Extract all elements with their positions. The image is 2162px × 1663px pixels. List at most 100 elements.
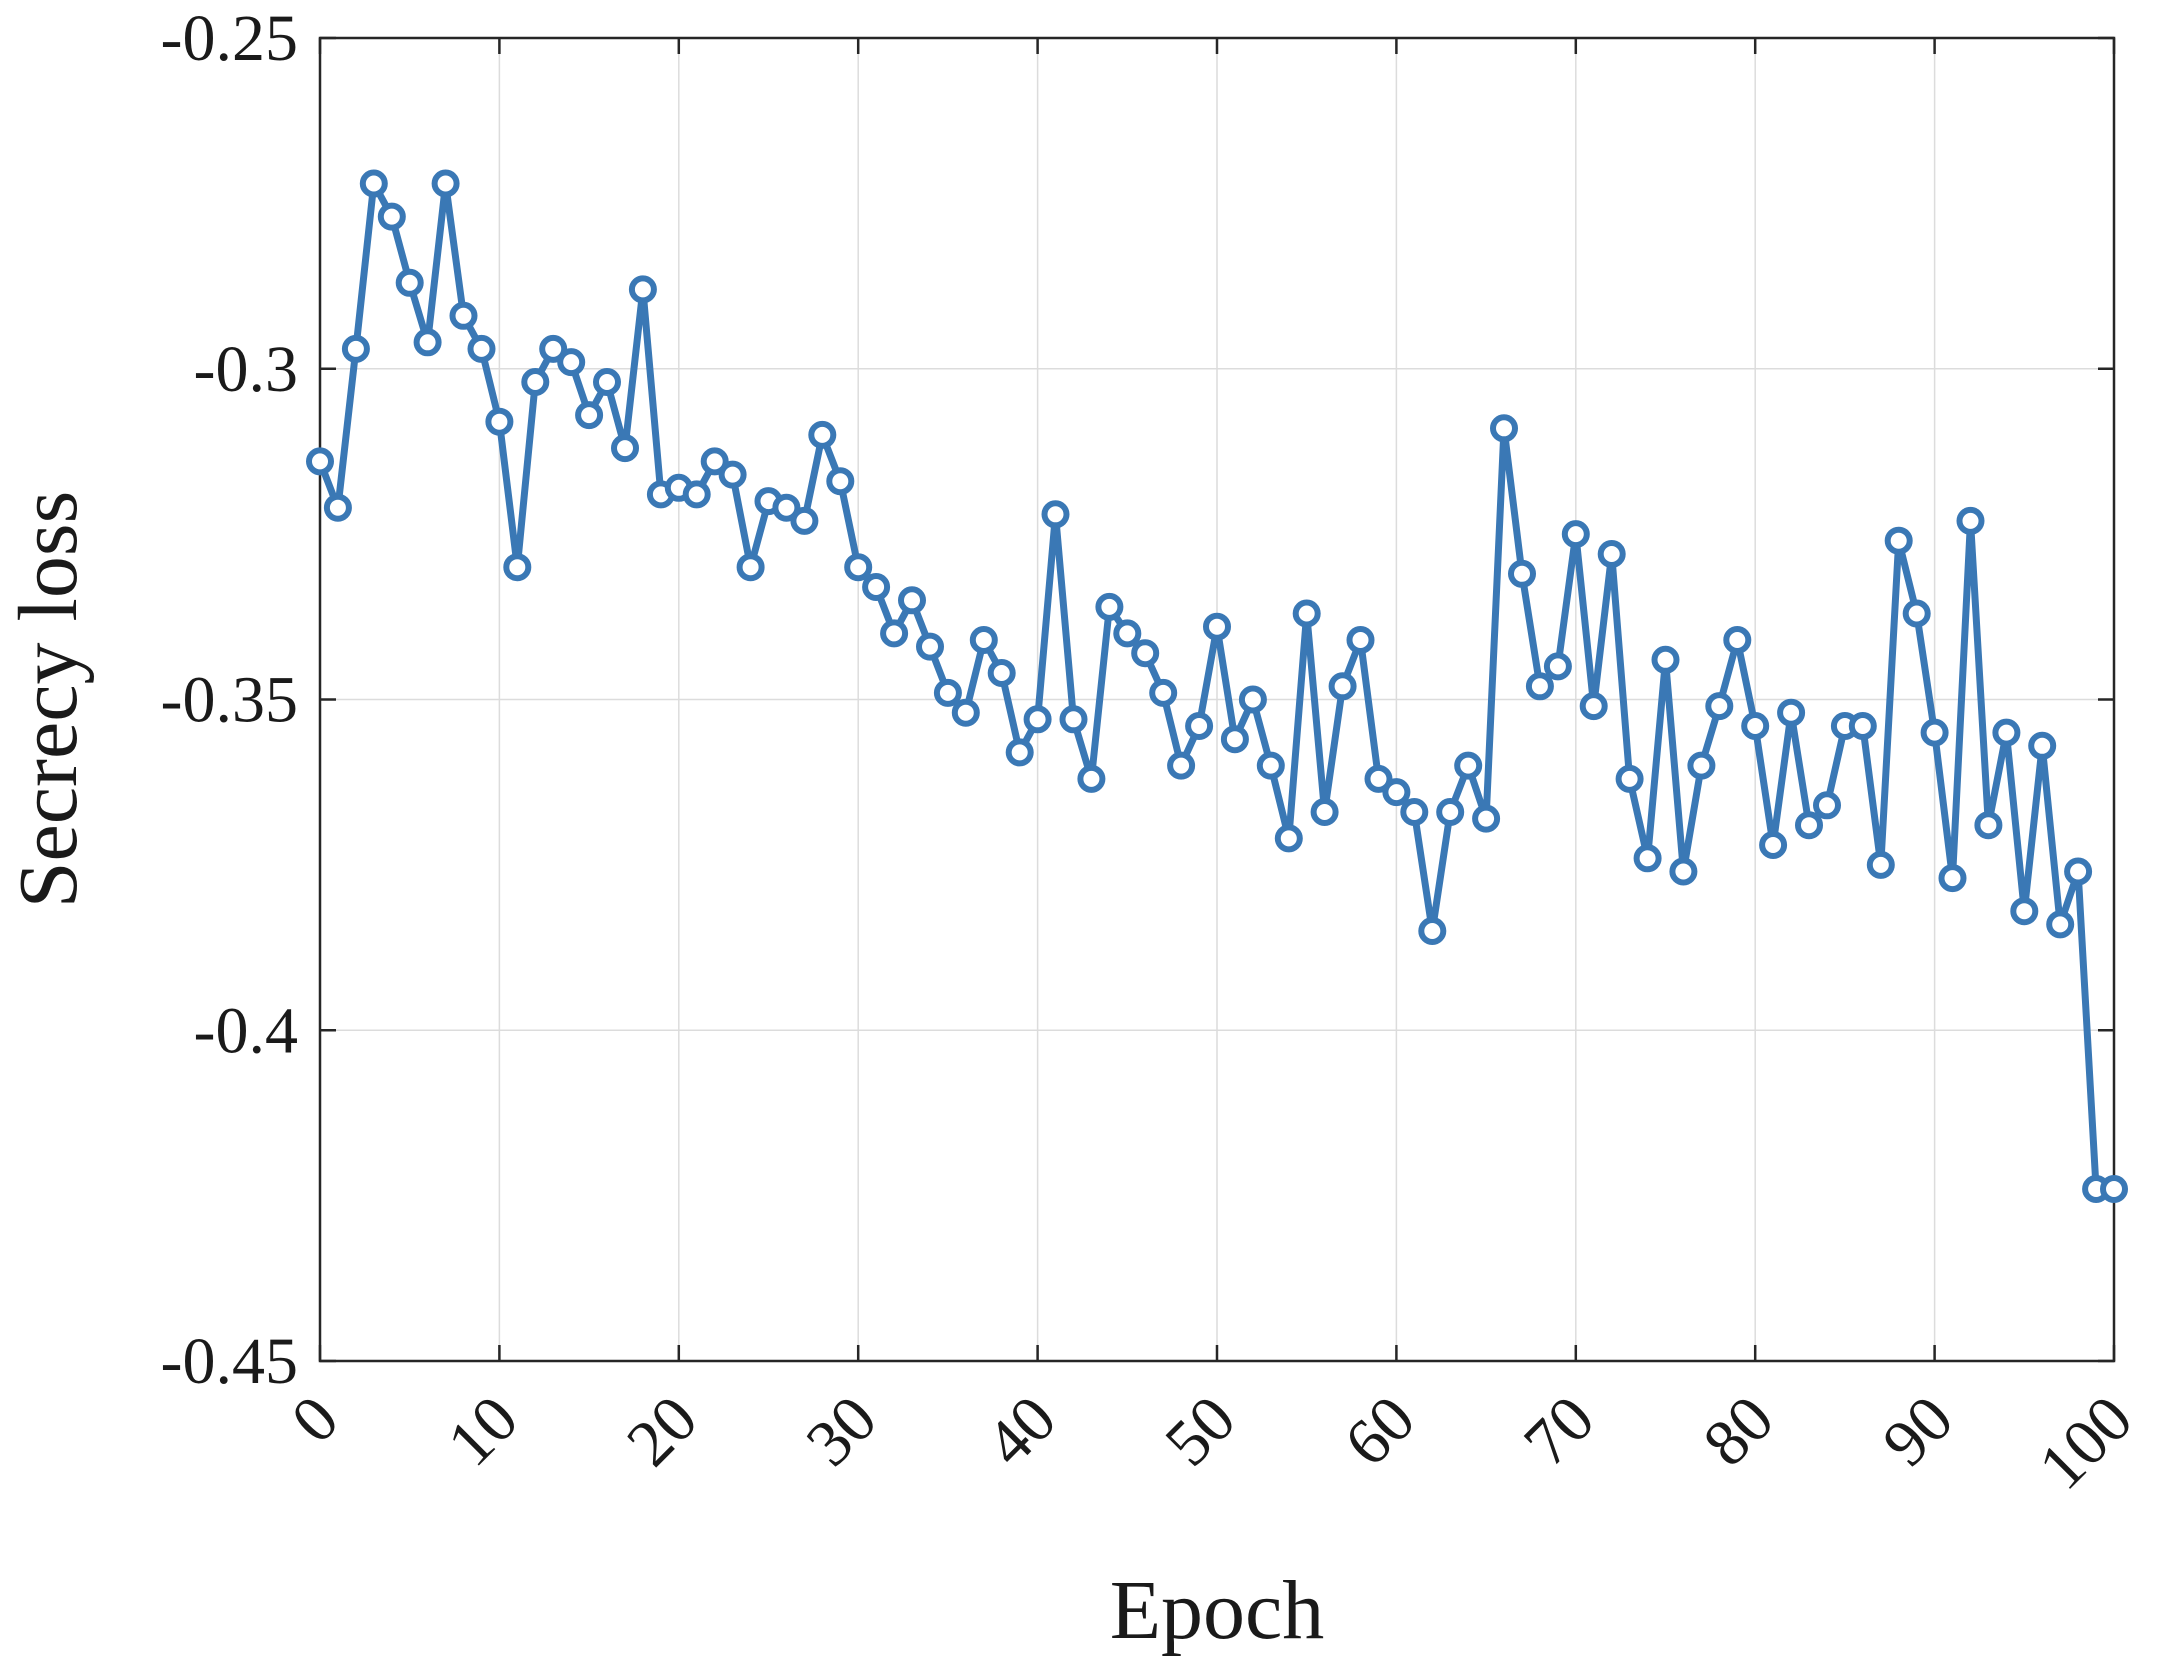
x-axis-title: Epoch <box>1110 1564 1325 1657</box>
data-point <box>2010 897 2039 926</box>
x-tick-label: 90 <box>1869 1382 1967 1480</box>
data-point <box>826 467 855 496</box>
data-point <box>1561 520 1590 549</box>
data-point <box>467 334 496 363</box>
data-point <box>898 586 926 615</box>
data-point <box>1149 678 1178 707</box>
x-tick-label: 40 <box>972 1382 1070 1480</box>
data-point <box>575 401 604 430</box>
data-point <box>880 619 909 648</box>
data-point <box>916 632 944 661</box>
x-tick-label: 30 <box>793 1382 891 1480</box>
data-point <box>1633 844 1662 873</box>
data-point <box>1185 712 1214 740</box>
data-point <box>521 368 550 396</box>
data-point <box>1382 778 1411 807</box>
x-tick-label: 10 <box>434 1382 532 1480</box>
data-point <box>1203 612 1231 641</box>
data-point <box>1723 626 1752 654</box>
data-point <box>1346 626 1375 654</box>
data-point <box>377 202 406 231</box>
data-point <box>1095 592 1124 621</box>
data-point <box>1023 705 1052 734</box>
data-point <box>862 573 891 601</box>
data-point <box>1992 718 2021 747</box>
data-point <box>1400 798 1429 826</box>
data-point <box>1508 559 1536 588</box>
data-point <box>1167 751 1196 780</box>
data-point <box>1041 500 1070 529</box>
data-point <box>1920 718 1949 747</box>
data-point <box>1436 798 1465 826</box>
x-tick-label: 80 <box>1690 1382 1788 1480</box>
data-point <box>593 368 621 396</box>
data-point <box>808 420 837 449</box>
data-point <box>1759 831 1788 859</box>
data-point <box>1938 864 1967 893</box>
y-tick-label: -0.25 <box>161 2 298 75</box>
data-point <box>718 460 747 489</box>
data-point <box>413 328 442 357</box>
data-point <box>323 493 352 522</box>
data-point <box>1059 705 1088 734</box>
data-point <box>969 626 998 654</box>
x-tick-label: 20 <box>613 1382 711 1480</box>
data-point <box>844 553 873 582</box>
data-point <box>1974 811 2003 840</box>
x-tick-label: 100 <box>2025 1382 2147 1504</box>
data-point <box>2100 1175 2128 1203</box>
data-point <box>557 348 586 377</box>
data-point <box>933 678 962 707</box>
y-axis-tick-labels: -0.25 -0.3 -0.35 -0.4 -0.45 <box>161 2 298 1398</box>
x-tick-label: 70 <box>1510 1382 1608 1480</box>
data-point <box>503 553 532 582</box>
grid-lines <box>319 37 2115 1362</box>
data-point <box>736 553 765 582</box>
data-point <box>1579 692 1608 721</box>
data-point <box>1472 804 1501 833</box>
series-group <box>306 169 2128 1203</box>
data-point <box>1328 672 1357 701</box>
data-point <box>1364 764 1393 793</box>
x-tick-label: 60 <box>1331 1382 1429 1480</box>
data-point <box>1220 725 1249 754</box>
y-tick-label: -0.35 <box>161 664 298 737</box>
y-tick-label: -0.4 <box>194 994 298 1067</box>
data-point <box>1077 764 1106 793</box>
data-point <box>1113 619 1142 648</box>
data-point <box>772 493 801 522</box>
data-point <box>1454 751 1483 780</box>
data-point <box>987 659 1016 687</box>
data-point <box>1005 738 1034 767</box>
data-point <box>1490 414 1518 443</box>
data-point <box>1705 692 1734 721</box>
data-point <box>395 268 424 297</box>
data-point <box>1131 639 1160 668</box>
data-point <box>1669 857 1698 886</box>
data-point <box>951 698 980 727</box>
data-point <box>1687 751 1716 780</box>
data-point <box>1292 599 1321 628</box>
data-point <box>1956 506 1985 535</box>
data-point <box>1902 599 1931 628</box>
data-point <box>700 447 729 476</box>
x-tick-label: 50 <box>1151 1382 1249 1480</box>
data-point <box>1310 798 1339 826</box>
data-point <box>1848 712 1877 740</box>
data-point <box>341 334 370 363</box>
data-point <box>628 275 657 304</box>
y-tick-label: -0.45 <box>161 1325 298 1398</box>
data-point <box>1866 850 1895 879</box>
data-point <box>790 506 819 535</box>
data-point <box>2046 910 2075 939</box>
data-point <box>1597 540 1626 568</box>
axis-ticks <box>318 36 2116 1363</box>
data-point <box>1543 652 1572 681</box>
y-axis-title: Secrecy loss <box>2 491 95 909</box>
data-point <box>1741 712 1770 740</box>
data-point <box>449 301 478 330</box>
data-point <box>1884 526 1913 555</box>
data-point <box>1274 824 1303 853</box>
